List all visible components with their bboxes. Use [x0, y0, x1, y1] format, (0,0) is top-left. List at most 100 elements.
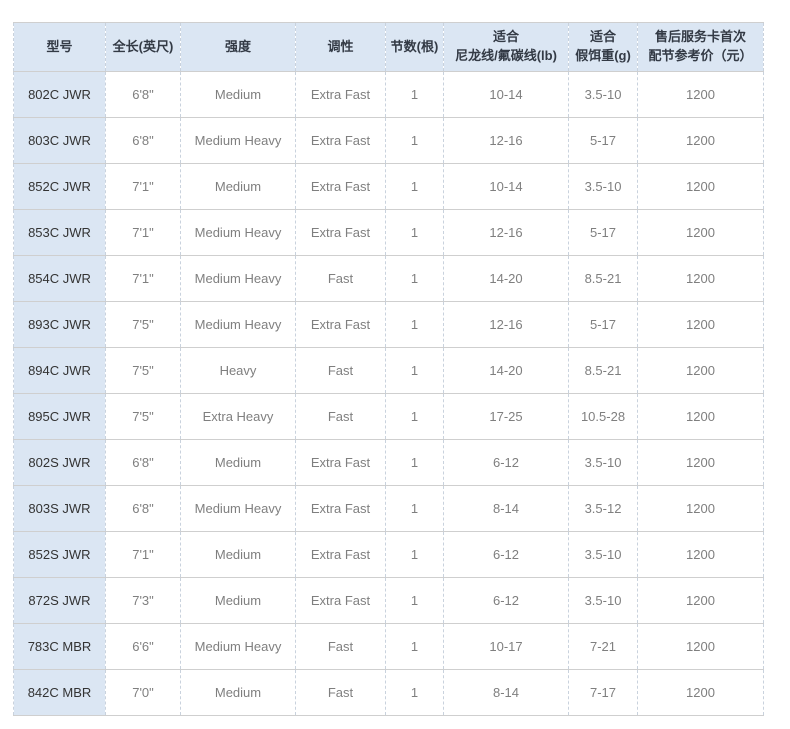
table-row: 894C JWR 7'5" Heavy Fast 1 14-20 8.5-21 1200 — [13, 347, 764, 394]
cell-price: 1200 — [637, 669, 764, 716]
cell-power: Medium Heavy — [180, 623, 296, 670]
cell-sections: 1 — [385, 393, 444, 440]
cell-lure: 3.5-10 — [568, 71, 638, 118]
cell-length: 7'5" — [105, 393, 181, 440]
table-row: 842C MBR 7'0" Medium Fast 1 8-14 7-17 1200 — [13, 669, 764, 716]
cell-price: 1200 — [637, 439, 764, 486]
cell-model: 893C JWR — [13, 301, 106, 348]
cell-price: 1200 — [637, 117, 764, 164]
cell-length: 7'0" — [105, 669, 181, 716]
table-row: 872S JWR 7'3" Medium Extra Fast 1 6-12 3.5-10 1… — [13, 577, 764, 624]
cell-lure: 7-21 — [568, 623, 638, 670]
cell-model: 802C JWR — [13, 71, 106, 118]
table-row: 893C JWR 7'5" Medium Heavy Extra Fast 1 12-16… — [13, 301, 764, 348]
cell-line: 14-20 — [443, 255, 569, 302]
cell-sections: 1 — [385, 163, 444, 210]
cell-lure: 5-17 — [568, 209, 638, 256]
cell-line: 17-25 — [443, 393, 569, 440]
cell-lure: 3.5-12 — [568, 485, 638, 532]
column-header-line: 适合 尼龙线/氟碳线(lb) — [443, 22, 569, 72]
cell-price: 1200 — [637, 393, 764, 440]
table-row: 852S JWR 7'1" Medium Extra Fast 1 6-12 3.5-10 1… — [13, 531, 764, 578]
cell-length: 7'3" — [105, 577, 181, 624]
cell-length: 6'8" — [105, 485, 181, 532]
cell-model: 783C MBR — [13, 623, 106, 670]
cell-model: 852S JWR — [13, 531, 106, 578]
table-header: 型号 全长(英尺) 强度 调性 节数(根) 适合 尼龙线/氟碳线(lb) 适合 假饵重(g)… — [13, 22, 764, 72]
table-row: 802C JWR 6'8" Medium Extra Fast 1 10-14 3.5-10… — [13, 71, 764, 118]
cell-price: 1200 — [637, 347, 764, 394]
cell-action: Fast — [295, 347, 386, 394]
cell-length: 7'1" — [105, 531, 181, 578]
cell-action: Extra Fast — [295, 301, 386, 348]
cell-power: Heavy — [180, 347, 296, 394]
cell-sections: 1 — [385, 623, 444, 670]
column-header-lure: 适合 假饵重(g) — [568, 22, 638, 72]
cell-line: 6-12 — [443, 531, 569, 578]
cell-power: Medium Heavy — [180, 209, 296, 256]
cell-line: 6-12 — [443, 439, 569, 486]
cell-power: Medium Heavy — [180, 485, 296, 532]
cell-action: Fast — [295, 623, 386, 670]
cell-price: 1200 — [637, 163, 764, 210]
cell-price: 1200 — [637, 209, 764, 256]
cell-action: Fast — [295, 393, 386, 440]
cell-power: Medium — [180, 531, 296, 578]
cell-sections: 1 — [385, 255, 444, 302]
cell-lure: 3.5-10 — [568, 577, 638, 624]
cell-length: 6'8" — [105, 117, 181, 164]
cell-length: 6'8" — [105, 71, 181, 118]
cell-action: Extra Fast — [295, 117, 386, 164]
table-row: 802S JWR 6'8" Medium Extra Fast 1 6-12 3.5-10 1… — [13, 439, 764, 486]
cell-model: 803C JWR — [13, 117, 106, 164]
cell-lure: 8.5-21 — [568, 255, 638, 302]
cell-lure: 3.5-10 — [568, 439, 638, 486]
cell-length: 7'1" — [105, 209, 181, 256]
table-row: 853C JWR 7'1" Medium Heavy Extra Fast 1 12-16… — [13, 209, 764, 256]
table-row: 852C JWR 7'1" Medium Extra Fast 1 10-14 3.5-10… — [13, 163, 764, 210]
cell-sections: 1 — [385, 485, 444, 532]
cell-action: Extra Fast — [295, 439, 386, 486]
cell-model: 803S JWR — [13, 485, 106, 532]
cell-line: 10-17 — [443, 623, 569, 670]
rod-spec-table: 型号 全长(英尺) 强度 调性 节数(根) 适合 尼龙线/氟碳线(lb) 适合 假饵重(g)… — [13, 22, 764, 716]
cell-price: 1200 — [637, 623, 764, 670]
cell-model: 852C JWR — [13, 163, 106, 210]
cell-price: 1200 — [637, 301, 764, 348]
cell-lure: 8.5-21 — [568, 347, 638, 394]
column-header-model: 型号 — [13, 22, 106, 72]
cell-action: Fast — [295, 255, 386, 302]
cell-action: Extra Fast — [295, 485, 386, 532]
cell-sections: 1 — [385, 531, 444, 578]
cell-model: 854C JWR — [13, 255, 106, 302]
cell-action: Extra Fast — [295, 531, 386, 578]
table-row: 895C JWR 7'5" Extra Heavy Fast 1 17-25 10.5-28… — [13, 393, 764, 440]
cell-power: Medium — [180, 71, 296, 118]
cell-price: 1200 — [637, 485, 764, 532]
cell-price: 1200 — [637, 577, 764, 624]
cell-action: Fast — [295, 669, 386, 716]
cell-lure: 5-17 — [568, 117, 638, 164]
cell-sections: 1 — [385, 669, 444, 716]
cell-model: 842C MBR — [13, 669, 106, 716]
cell-action: Extra Fast — [295, 209, 386, 256]
cell-power: Medium — [180, 439, 296, 486]
cell-sections: 1 — [385, 117, 444, 164]
column-header-power: 强度 — [180, 22, 296, 72]
column-header-sections: 节数(根) — [385, 22, 444, 72]
cell-power: Medium Heavy — [180, 117, 296, 164]
cell-sections: 1 — [385, 439, 444, 486]
cell-model: 872S JWR — [13, 577, 106, 624]
cell-length: 6'8" — [105, 439, 181, 486]
column-header-action: 调性 — [295, 22, 386, 72]
cell-model: 895C JWR — [13, 393, 106, 440]
cell-action: Extra Fast — [295, 71, 386, 118]
cell-power: Medium Heavy — [180, 301, 296, 348]
cell-line: 12-16 — [443, 209, 569, 256]
cell-action: Extra Fast — [295, 577, 386, 624]
header-row: 型号 全长(英尺) 强度 调性 节数(根) 适合 尼龙线/氟碳线(lb) 适合 假饵重(g)… — [13, 22, 764, 72]
table-row: 854C JWR 7'1" Medium Heavy Fast 1 14-20 8.5-21… — [13, 255, 764, 302]
table-row: 803S JWR 6'8" Medium Heavy Extra Fast 1 8-14 3… — [13, 485, 764, 532]
column-header-length: 全长(英尺) — [105, 22, 181, 72]
cell-lure: 3.5-10 — [568, 163, 638, 210]
